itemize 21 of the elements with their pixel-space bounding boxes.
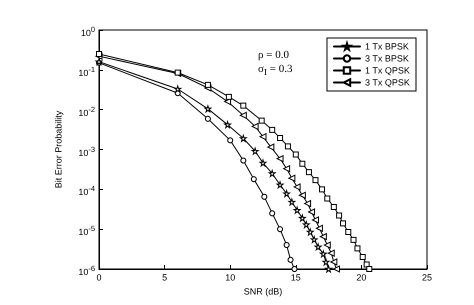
x-tick-label: 5 xyxy=(162,272,168,282)
x-tick-label: 20 xyxy=(356,272,366,282)
x-axis-title: SNR (dB) xyxy=(244,286,282,296)
legend-label: 1 Tx QPSK xyxy=(364,66,410,76)
y-tick-label: 10$^{-3}$ xyxy=(78,144,95,158)
y-tick-label: 10$^{-1}$ xyxy=(78,64,95,78)
y-axis-title: Bit Error Probability xyxy=(54,110,64,188)
x-tick-label: 10 xyxy=(225,272,236,282)
y-tick-label: 10$^{-2}$ xyxy=(78,104,95,118)
y-tick-label: 10$^{-6}$ xyxy=(78,263,95,277)
annotation: σ$_{I}$ = 0.3 xyxy=(258,62,292,80)
annotation: ρ = 0.0 xyxy=(258,48,290,62)
x-tick-label: 15 xyxy=(290,272,301,282)
legend-label: 1 Tx BPSK xyxy=(364,42,409,52)
y-tick-label: 10$^{-5}$ xyxy=(78,223,95,238)
y-tick-label: 10$^{-4}$ xyxy=(78,183,95,198)
y-tick-label: 10$^{0}$ xyxy=(80,24,95,38)
legend-label: 3 Tx BPSK xyxy=(364,54,409,64)
x-tick-label: 0 xyxy=(96,272,102,282)
legend-label: 3 Tx QPSK xyxy=(364,78,410,88)
x-tick-label: 25 xyxy=(422,272,432,282)
